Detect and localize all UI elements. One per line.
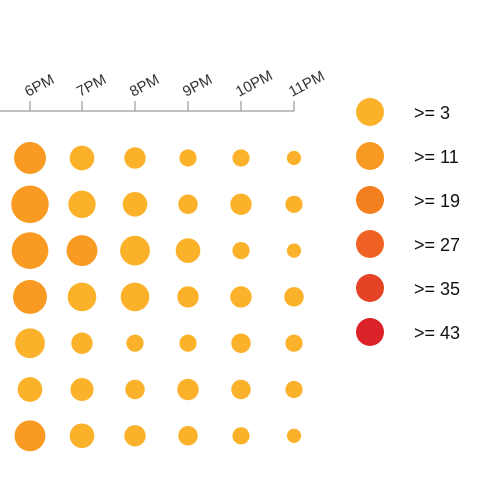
bubble	[120, 282, 150, 312]
bubble	[177, 378, 199, 401]
legend-label: >= 19	[414, 191, 460, 211]
bubble	[70, 377, 94, 402]
bubble	[230, 193, 252, 215]
bubble	[175, 238, 201, 263]
bubble	[14, 420, 46, 452]
legend-label: >= 11	[414, 147, 459, 167]
bubble	[120, 235, 150, 266]
bubble	[11, 185, 49, 224]
legend-label: >= 43	[414, 323, 460, 343]
legend-swatch	[356, 230, 384, 258]
bubble	[232, 149, 250, 167]
x-tick-label: 10PM	[233, 67, 276, 100]
x-tick-label: 9PM	[180, 71, 215, 100]
x-tick-label: 6PM	[22, 71, 57, 100]
legend-label: >= 3	[414, 103, 450, 123]
bubble	[231, 379, 251, 400]
bubble-grid	[11, 142, 304, 452]
bubble	[286, 243, 302, 258]
bubble	[122, 191, 148, 217]
bubble	[285, 334, 303, 352]
x-tick-label: 7PM	[74, 71, 109, 100]
bubble	[71, 332, 93, 354]
color-legend: >= 3 >= 11 >= 19 >= 27 >= 35 >= 43	[356, 98, 460, 346]
bubble	[231, 333, 251, 353]
bubble	[286, 150, 302, 166]
bubble	[179, 149, 197, 167]
bubble	[68, 190, 96, 218]
x-tick-label: 11PM	[286, 68, 328, 101]
bubble	[179, 334, 197, 352]
bubble	[232, 242, 250, 260]
legend-swatch	[356, 142, 384, 170]
legend-swatch	[356, 318, 384, 346]
bubble	[69, 423, 95, 449]
bubble	[284, 287, 304, 307]
bubble	[124, 147, 146, 169]
bubble	[15, 328, 45, 359]
bubble	[124, 425, 146, 447]
legend-label: >= 27	[414, 235, 460, 255]
bubble	[230, 286, 252, 308]
bubble	[13, 279, 47, 314]
bubble	[285, 380, 303, 399]
legend-swatch	[356, 274, 384, 302]
bubble	[178, 426, 198, 446]
bubble	[17, 377, 43, 402]
x-axis: M6PM7PM8PM9PM10PM11PM	[0, 67, 328, 112]
bubble	[67, 282, 97, 312]
bubble	[66, 235, 98, 267]
bubble	[177, 286, 199, 308]
bubble	[11, 232, 49, 269]
x-tick-label: 8PM	[127, 71, 162, 100]
bubble	[14, 142, 46, 174]
bubble	[125, 379, 145, 400]
bubble	[178, 194, 198, 215]
bubble	[69, 145, 95, 171]
bubble	[285, 195, 303, 213]
legend-label: >= 35	[414, 279, 460, 299]
bubble	[286, 428, 302, 443]
bubble	[126, 334, 144, 352]
bubble	[232, 427, 250, 445]
legend-swatch	[356, 186, 384, 214]
legend-swatch	[356, 98, 384, 126]
